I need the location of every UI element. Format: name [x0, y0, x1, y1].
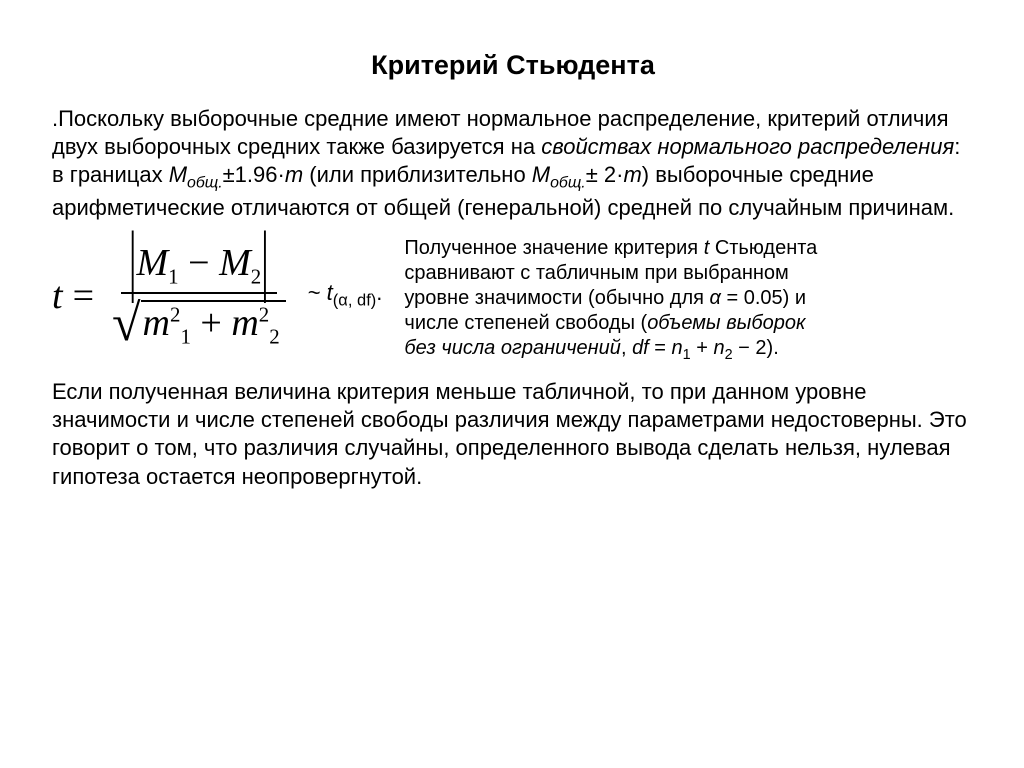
- p2-i4: df: [632, 337, 649, 359]
- p2-sub2: 2: [725, 347, 733, 363]
- formula-t: t: [52, 274, 73, 318]
- den-plus: +: [191, 302, 231, 344]
- slide-page: Критерий Стьюдента .Поскольку выборочные…: [0, 0, 1024, 491]
- num-M2: M: [219, 242, 251, 284]
- t-formula: t = |M1 − M2| √ m21 + m22 ~ t(α, df).: [52, 242, 382, 349]
- p1-i1: свойствах нормального распределения: [541, 134, 954, 159]
- abs-left: |: [129, 221, 137, 301]
- den-m1: m: [143, 302, 170, 344]
- den-sub2: 2: [269, 324, 279, 348]
- p1-sub1: общ.: [187, 175, 223, 192]
- den-m2: m: [231, 302, 258, 344]
- radicand: m21 + m22: [141, 300, 286, 348]
- p2-t1: Полученное значение критерия: [404, 237, 703, 259]
- den-sub1: 1: [180, 324, 190, 348]
- distribution-part: ~ t(α, df).: [294, 280, 383, 310]
- den-sup1: 2: [170, 302, 180, 326]
- denominator: √ m21 + m22: [104, 294, 294, 350]
- tilde: ~: [308, 280, 327, 305]
- p1-t5: ± 2·: [586, 162, 624, 187]
- p2-i5: n: [672, 337, 683, 359]
- num-sub1: 1: [168, 265, 178, 289]
- radical-sign: √: [112, 310, 141, 339]
- slide-title: Критерий Стьюдента: [52, 50, 974, 81]
- p2-i2: α: [710, 287, 721, 309]
- paragraph-intro: .Поскольку выборочные средние имеют норм…: [52, 105, 974, 222]
- paragraph-conclusion: Если полученная величина критерия меньше…: [52, 378, 974, 491]
- middle-row: t = |M1 − M2| √ m21 + m22 ~ t(α, df).: [52, 236, 974, 364]
- formula-dot: .: [376, 280, 382, 305]
- p2-i6: n: [713, 337, 724, 359]
- abs-right: |: [261, 221, 269, 301]
- p2-t4: ,: [621, 337, 632, 359]
- paragraph-side: Полученное значение критерия t Стьюдента…: [390, 236, 834, 364]
- p2-t6: +: [691, 337, 714, 359]
- p1-i5: m: [623, 162, 641, 187]
- p2-t5: =: [649, 337, 672, 359]
- p2-t7: − 2).: [733, 337, 779, 359]
- formula-eq: =: [73, 274, 104, 318]
- p1-i3: m: [285, 162, 303, 187]
- formula-container: t = |M1 − M2| √ m21 + m22 ~ t(α, df).: [52, 236, 382, 349]
- num-minus: −: [179, 242, 219, 284]
- num-M1: M: [137, 242, 169, 284]
- p1-sub2: общ.: [550, 175, 586, 192]
- numerator: |M1 − M2|: [121, 242, 277, 294]
- num-sub2: 2: [251, 265, 261, 289]
- t-sub: (α, df): [333, 292, 376, 310]
- p2-sub1: 1: [683, 347, 691, 363]
- p1-i2: M: [169, 162, 187, 187]
- fraction: |M1 − M2| √ m21 + m22: [104, 242, 294, 349]
- p1-t3: ±1.96·: [223, 162, 285, 187]
- p1-t4: (или приблизительно: [303, 162, 532, 187]
- p1-i4: M: [532, 162, 550, 187]
- den-sup2: 2: [259, 302, 269, 326]
